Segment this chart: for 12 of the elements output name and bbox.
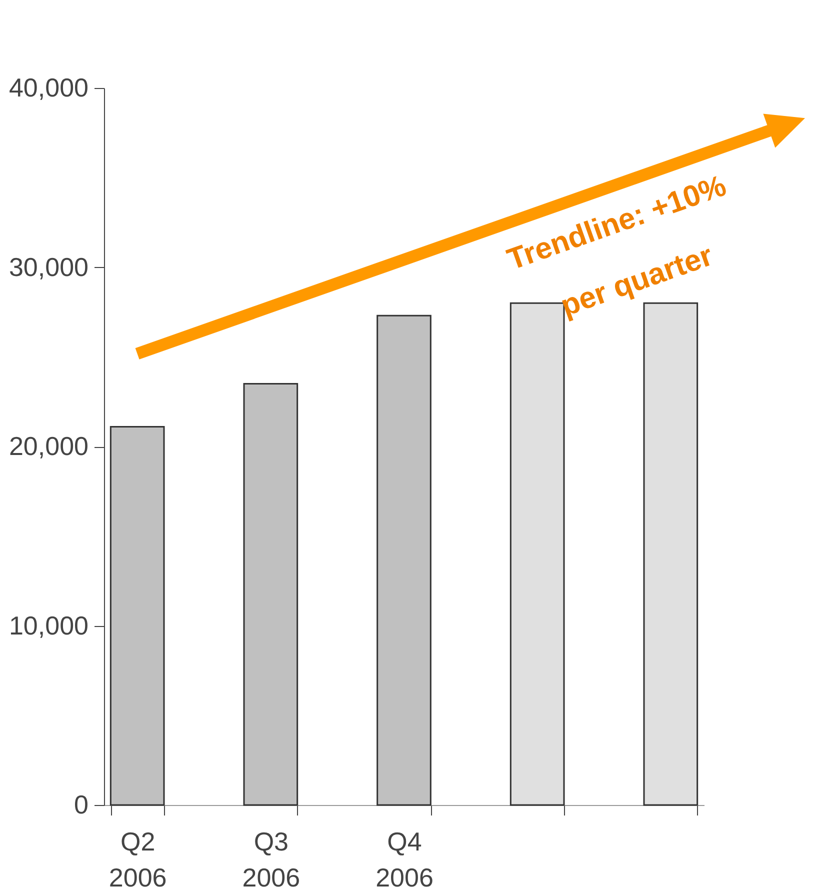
y-tick-label: 20,000: [8, 431, 88, 461]
y-tick-label: 0: [74, 790, 88, 820]
y-tick-label: 30,000: [8, 252, 88, 282]
x-tick-label: Q2 2006: [108, 826, 167, 888]
bar: [110, 426, 165, 806]
bar: [243, 383, 298, 806]
y-tick-label: 10,000: [8, 610, 88, 640]
x-tick-label: Q4 2006: [376, 826, 434, 888]
bar: [643, 302, 698, 806]
x-tick-label: Q3 2006: [242, 826, 300, 888]
y-tick-label: 40,000: [8, 72, 88, 102]
bar: [376, 314, 432, 806]
